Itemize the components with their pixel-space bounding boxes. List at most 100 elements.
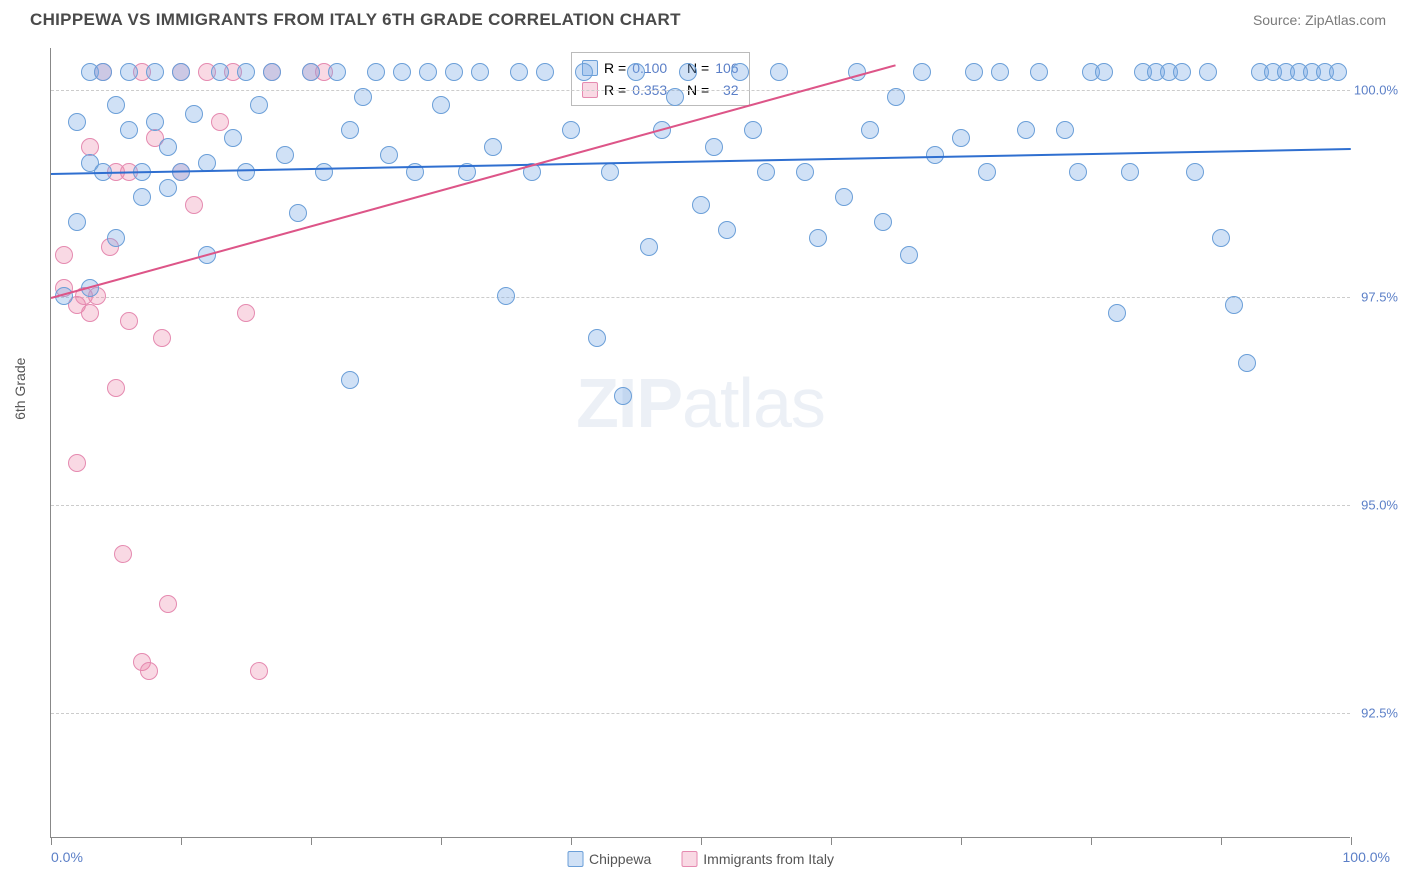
scatter-point-blue	[120, 63, 138, 81]
scatter-point-blue	[250, 96, 268, 114]
scatter-point-blue	[1173, 63, 1191, 81]
scatter-point-blue	[601, 163, 619, 181]
scatter-point-blue	[133, 188, 151, 206]
scatter-point-blue	[380, 146, 398, 164]
scatter-point-pink	[81, 138, 99, 156]
xtick	[571, 837, 572, 845]
scatter-point-blue	[1056, 121, 1074, 139]
scatter-point-blue	[1108, 304, 1126, 322]
scatter-point-blue	[1212, 229, 1230, 247]
scatter-point-blue	[1186, 163, 1204, 181]
trendline	[51, 65, 897, 300]
scatter-point-pink	[114, 545, 132, 563]
x-axis-max-label: 100.0%	[1343, 849, 1390, 865]
scatter-point-pink	[250, 662, 268, 680]
plot-area: ZIPatlas R = 0.100 N = 106 R = 0.353 N =…	[50, 48, 1350, 838]
scatter-point-blue	[341, 371, 359, 389]
legend-bottom: Chippewa Immigrants from Italy	[567, 851, 834, 867]
scatter-point-blue	[341, 121, 359, 139]
xtick	[831, 837, 832, 845]
scatter-point-blue	[120, 121, 138, 139]
legend-item-pink: Immigrants from Italy	[681, 851, 834, 867]
gridline-h	[51, 90, 1350, 91]
y-axis-label: 6th Grade	[12, 358, 28, 420]
ytick-label: 95.0%	[1361, 498, 1398, 513]
scatter-point-blue	[159, 179, 177, 197]
scatter-point-blue	[900, 246, 918, 264]
scatter-point-pink	[107, 379, 125, 397]
x-axis-min-label: 0.0%	[51, 849, 83, 865]
xtick	[961, 837, 962, 845]
scatter-point-blue	[1069, 163, 1087, 181]
scatter-point-blue	[146, 113, 164, 131]
source-attribution: Source: ZipAtlas.com	[1253, 12, 1386, 28]
scatter-point-blue	[172, 63, 190, 81]
scatter-point-blue	[666, 88, 684, 106]
ytick-label: 100.0%	[1354, 82, 1398, 97]
scatter-point-blue	[1121, 163, 1139, 181]
scatter-point-blue	[627, 63, 645, 81]
ytick-label: 92.5%	[1361, 706, 1398, 721]
scatter-point-blue	[484, 138, 502, 156]
scatter-point-pink	[185, 196, 203, 214]
xtick	[311, 837, 312, 845]
scatter-point-blue	[744, 121, 762, 139]
scatter-point-blue	[419, 63, 437, 81]
gridline-h	[51, 297, 1350, 298]
scatter-point-blue	[276, 146, 294, 164]
stats-legend-box: R = 0.100 N = 106 R = 0.353 N = 32	[571, 52, 750, 106]
scatter-point-blue	[991, 63, 1009, 81]
scatter-point-pink	[120, 312, 138, 330]
chart-title: CHIPPEWA VS IMMIGRANTS FROM ITALY 6TH GR…	[30, 10, 681, 30]
scatter-point-blue	[588, 329, 606, 347]
scatter-point-blue	[887, 88, 905, 106]
scatter-point-blue	[289, 204, 307, 222]
scatter-point-blue	[952, 129, 970, 147]
scatter-point-blue	[562, 121, 580, 139]
scatter-point-blue	[965, 63, 983, 81]
scatter-point-blue	[302, 63, 320, 81]
scatter-point-blue	[497, 287, 515, 305]
scatter-point-blue	[731, 63, 749, 81]
scatter-point-blue	[861, 121, 879, 139]
ytick-label: 97.5%	[1361, 290, 1398, 305]
scatter-point-blue	[393, 63, 411, 81]
legend-label-blue: Chippewa	[589, 851, 651, 867]
scatter-point-pink	[81, 304, 99, 322]
scatter-point-blue	[1238, 354, 1256, 372]
watermark: ZIPatlas	[576, 363, 825, 443]
scatter-point-blue	[510, 63, 528, 81]
scatter-point-blue	[354, 88, 372, 106]
xtick	[181, 837, 182, 845]
scatter-point-blue	[978, 163, 996, 181]
scatter-point-blue	[237, 63, 255, 81]
scatter-point-blue	[211, 63, 229, 81]
scatter-point-blue	[445, 63, 463, 81]
scatter-point-blue	[185, 105, 203, 123]
scatter-point-blue	[718, 221, 736, 239]
scatter-point-blue	[679, 63, 697, 81]
scatter-point-blue	[913, 63, 931, 81]
gridline-h	[51, 505, 1350, 506]
xtick	[701, 837, 702, 845]
scatter-point-blue	[809, 229, 827, 247]
stat-r-label: R =	[604, 60, 626, 76]
scatter-point-pink	[211, 113, 229, 131]
scatter-point-blue	[796, 163, 814, 181]
xtick	[1091, 837, 1092, 845]
stats-row-blue: R = 0.100 N = 106	[582, 57, 739, 79]
scatter-point-blue	[315, 163, 333, 181]
scatter-point-blue	[94, 63, 112, 81]
scatter-point-blue	[536, 63, 554, 81]
scatter-point-blue	[575, 63, 593, 81]
scatter-point-blue	[237, 163, 255, 181]
swatch-blue	[567, 851, 583, 867]
scatter-point-blue	[1017, 121, 1035, 139]
scatter-point-blue	[159, 138, 177, 156]
scatter-point-pink	[237, 304, 255, 322]
scatter-point-blue	[263, 63, 281, 81]
scatter-point-blue	[692, 196, 710, 214]
scatter-point-blue	[1225, 296, 1243, 314]
scatter-point-blue	[1095, 63, 1113, 81]
scatter-point-blue	[1329, 63, 1347, 81]
